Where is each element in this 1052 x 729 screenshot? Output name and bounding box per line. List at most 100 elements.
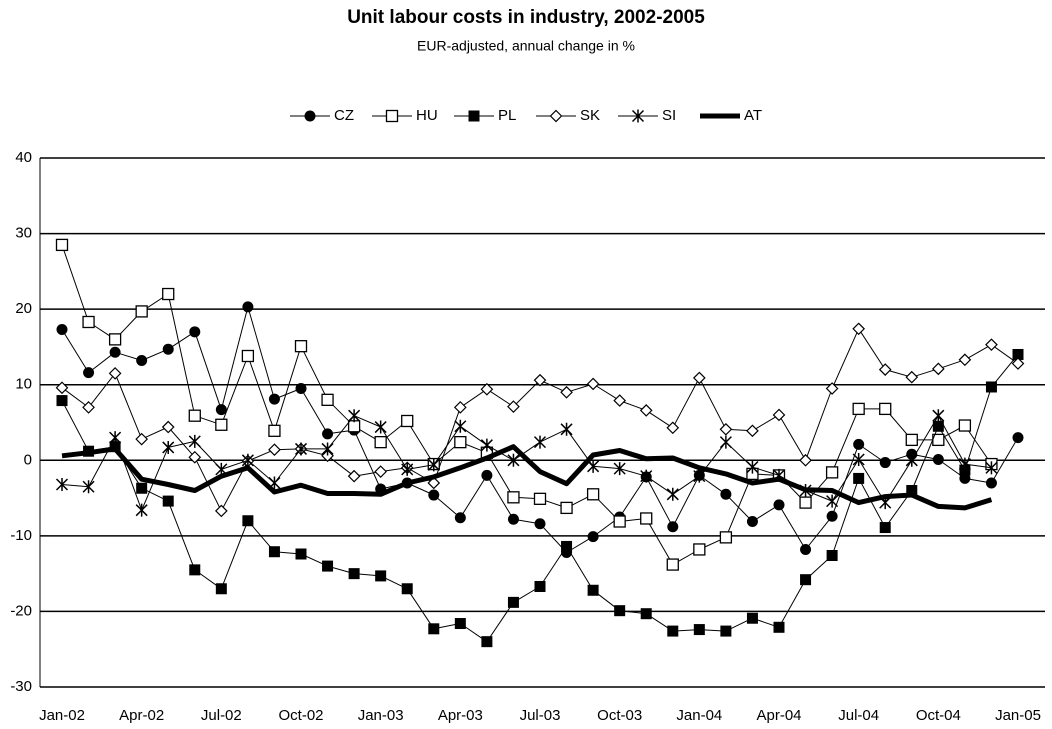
series-line	[61, 306, 1019, 553]
x-tick-label: Jan-02	[39, 707, 85, 724]
marker	[587, 584, 599, 596]
marker	[613, 515, 626, 528]
marker	[932, 420, 944, 432]
marker	[587, 459, 600, 473]
marker	[720, 625, 732, 637]
marker	[631, 109, 645, 123]
marker	[215, 404, 227, 416]
marker	[800, 574, 812, 586]
marker	[347, 469, 361, 483]
marker	[746, 460, 759, 474]
marker	[932, 454, 944, 466]
marker	[1012, 348, 1024, 360]
marker	[268, 546, 280, 558]
marker	[985, 461, 998, 475]
marker	[427, 476, 441, 490]
marker	[560, 422, 573, 436]
y-tick-label: -10	[10, 527, 32, 544]
marker	[82, 480, 95, 494]
marker	[162, 287, 175, 301]
marker	[109, 346, 121, 358]
x-tick-label: Apr-03	[438, 707, 483, 724]
marker	[136, 355, 148, 367]
marker	[83, 367, 95, 379]
marker	[825, 382, 839, 395]
marker	[507, 596, 519, 608]
marker	[295, 548, 307, 560]
marker	[587, 531, 599, 543]
marker	[401, 462, 414, 476]
marker	[454, 618, 466, 630]
marker	[348, 568, 360, 580]
marker	[906, 485, 918, 497]
marker	[401, 414, 414, 428]
marker	[693, 543, 706, 556]
marker	[560, 385, 573, 399]
y-tick-label: 10	[15, 376, 32, 393]
marker	[852, 322, 866, 336]
marker	[454, 512, 466, 524]
series-line	[61, 244, 992, 566]
marker	[639, 404, 653, 417]
marker	[322, 428, 334, 440]
marker	[295, 382, 307, 394]
marker	[534, 518, 546, 530]
marker	[189, 326, 201, 338]
marker	[746, 424, 759, 438]
marker	[321, 449, 334, 463]
marker	[693, 624, 705, 636]
marker	[533, 373, 547, 387]
marker	[667, 521, 679, 533]
marker	[799, 496, 812, 509]
marker	[746, 612, 758, 624]
marker	[507, 400, 520, 413]
marker	[189, 564, 201, 576]
x-tick-label: Apr-04	[756, 707, 801, 724]
marker	[304, 110, 316, 122]
marker	[640, 608, 652, 620]
marker	[959, 472, 971, 484]
legend-label: CZ	[334, 107, 354, 124]
marker	[294, 442, 308, 456]
marker	[136, 482, 148, 494]
marker	[825, 466, 839, 479]
marker	[507, 491, 520, 504]
marker	[241, 453, 254, 467]
marker	[958, 457, 971, 471]
legend-label: HU	[416, 107, 438, 124]
marker	[215, 583, 227, 595]
marker	[932, 409, 945, 423]
marker	[826, 510, 838, 522]
marker	[666, 558, 679, 571]
marker	[55, 477, 69, 491]
marker	[401, 583, 413, 595]
marker	[852, 402, 865, 416]
marker	[879, 402, 892, 416]
marker	[82, 401, 95, 414]
marker	[428, 623, 440, 635]
marker	[215, 418, 228, 431]
y-tick-label: -30	[10, 678, 32, 695]
marker	[1011, 357, 1025, 370]
marker	[55, 381, 69, 395]
marker	[613, 394, 627, 407]
marker	[693, 469, 706, 483]
x-tick-label: Oct-04	[916, 707, 961, 724]
marker	[692, 371, 706, 385]
marker	[82, 315, 95, 329]
y-tick-label: -20	[10, 602, 32, 619]
marker	[852, 453, 865, 467]
y-tick-label: 0	[24, 451, 32, 468]
marker	[931, 362, 945, 376]
marker	[188, 409, 201, 422]
marker	[135, 503, 148, 517]
marker	[428, 489, 440, 501]
marker	[561, 540, 573, 552]
marker	[666, 421, 680, 435]
marker	[427, 458, 440, 472]
marker	[374, 465, 388, 478]
marker	[385, 109, 399, 123]
marker	[268, 393, 280, 405]
x-tick-label: Jul-04	[838, 707, 879, 724]
